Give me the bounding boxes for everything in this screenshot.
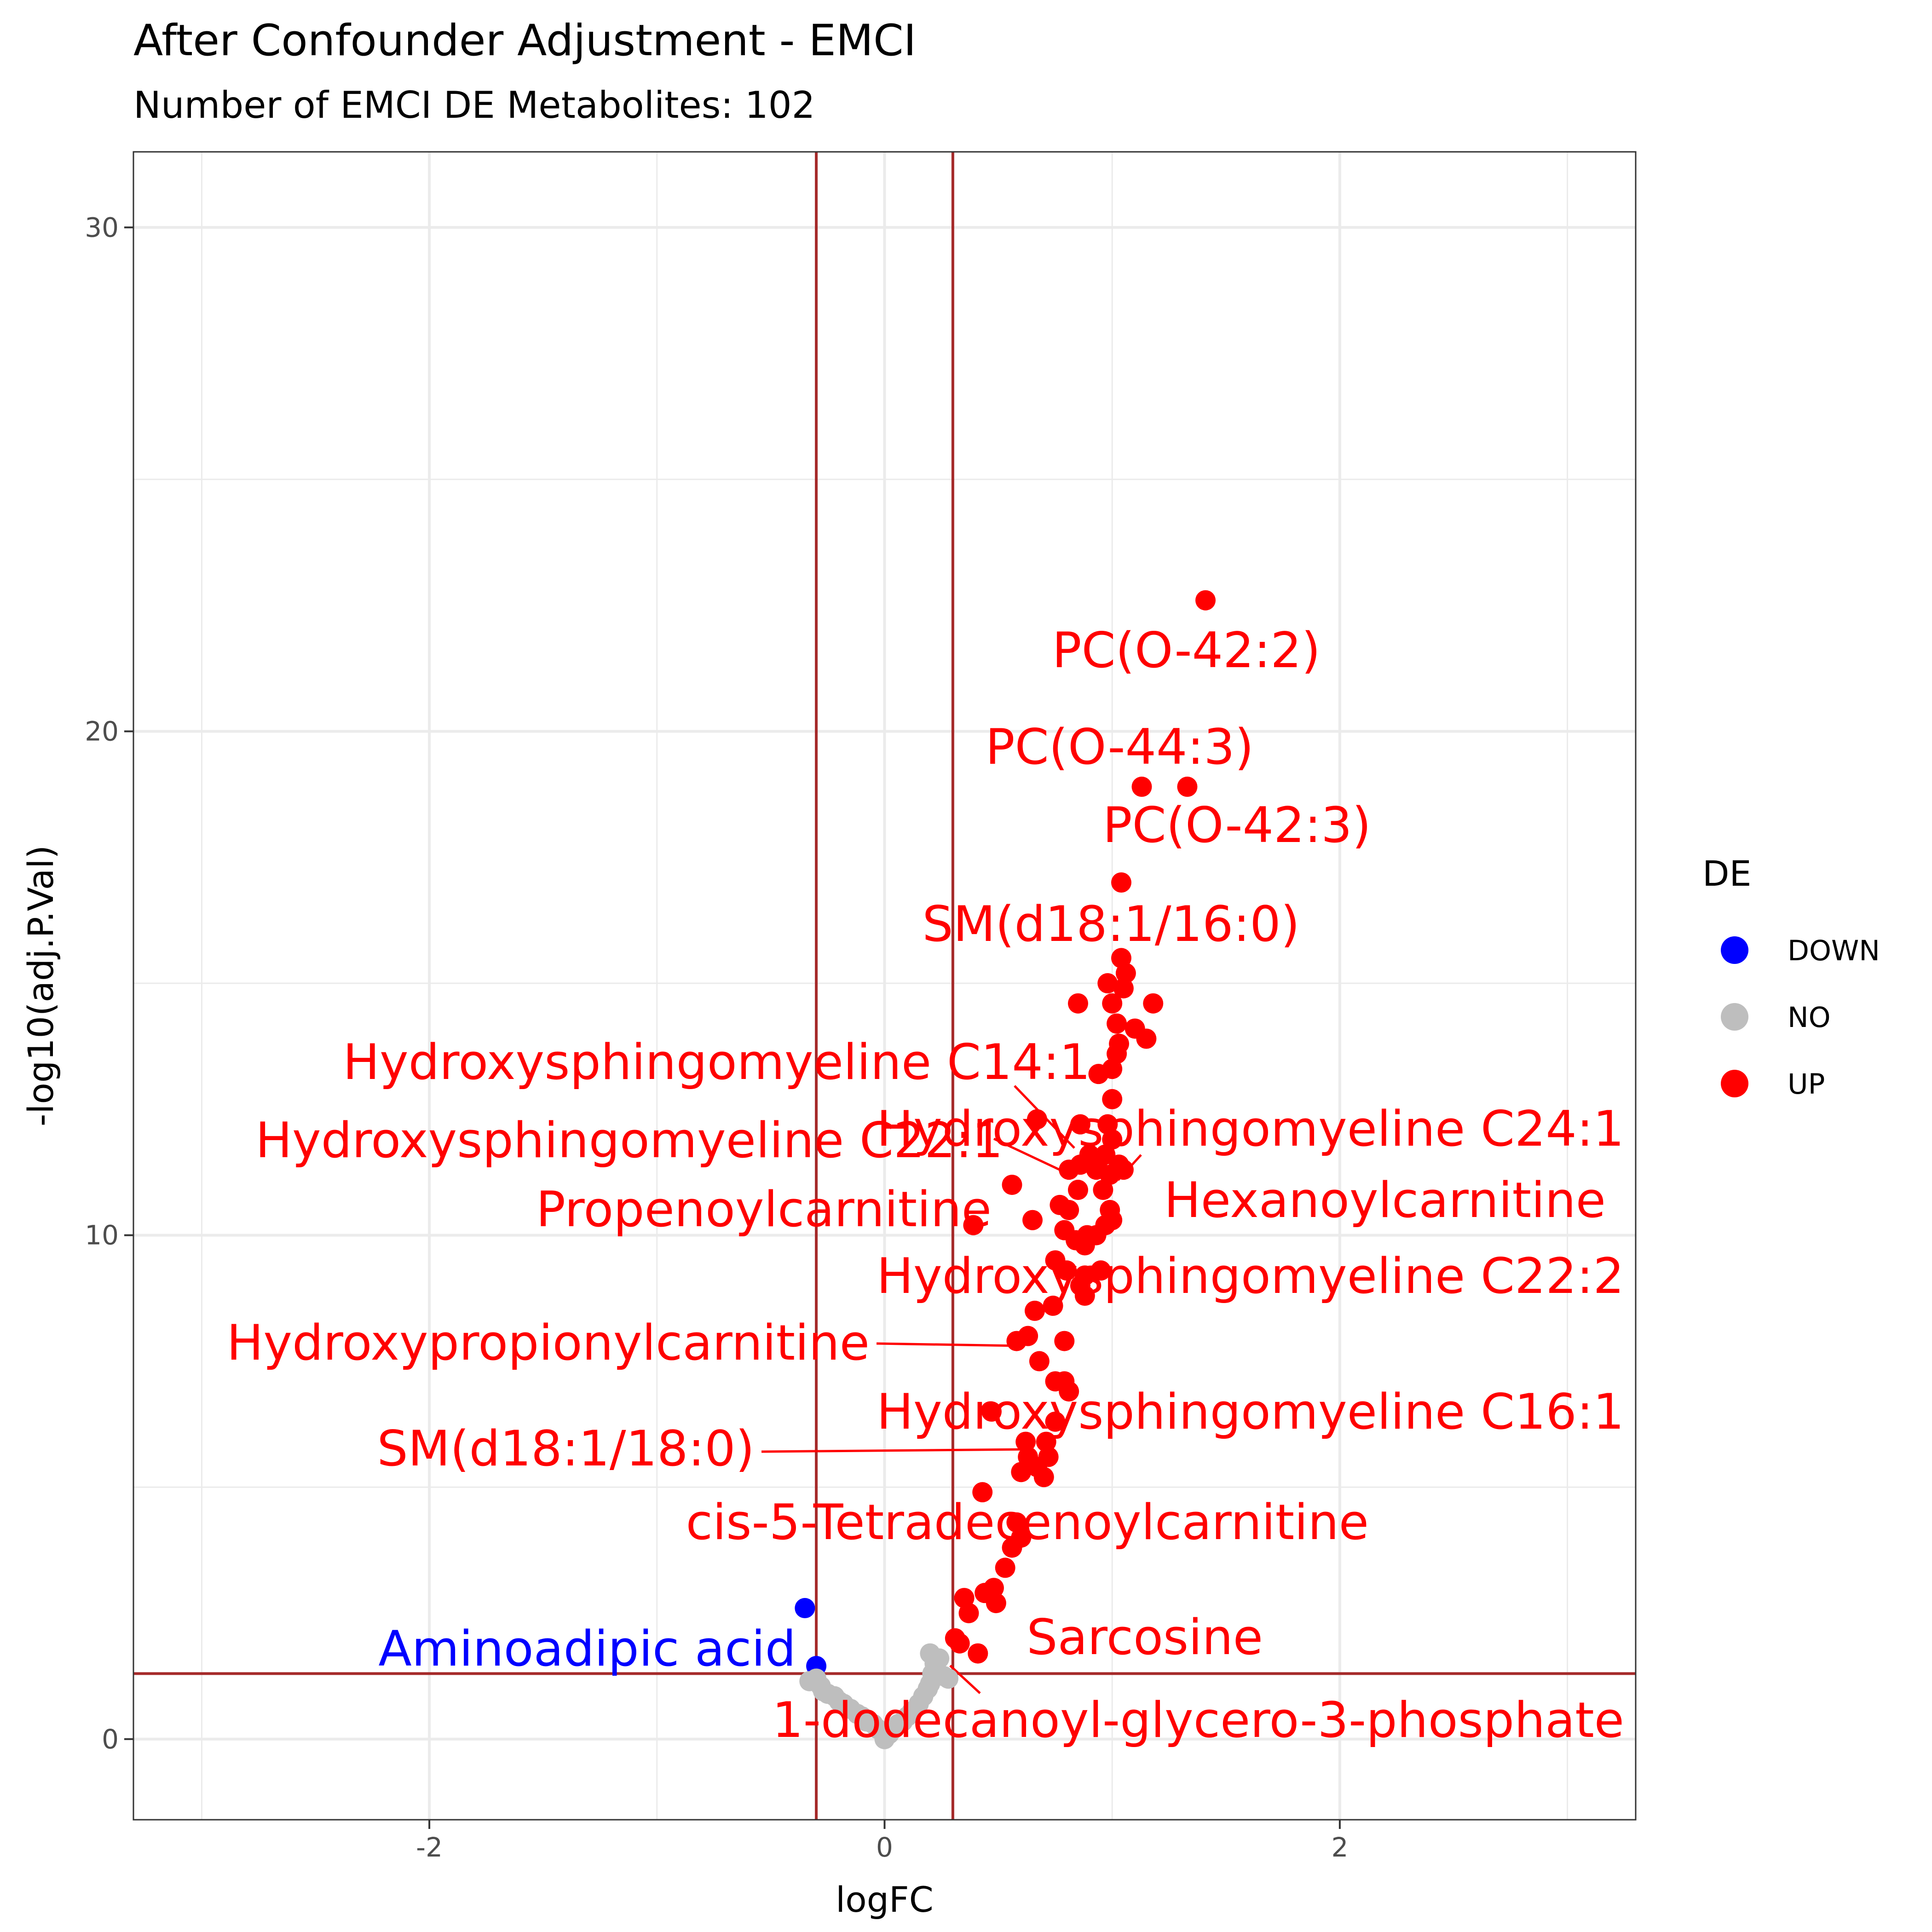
point-up: [981, 1401, 1002, 1422]
point-label: 1-dodecanoyl-glycero-3-phosphate: [772, 1692, 1624, 1748]
point-label: Hydroxysphingomyeline C16:1: [877, 1384, 1624, 1440]
threshold-lines: [133, 152, 1636, 1820]
y-tick-label: 20: [85, 715, 119, 747]
point-up: [1059, 1381, 1079, 1402]
point-up: [1045, 1411, 1066, 1432]
point-label: Hydroxysphingomyeline C22:2: [877, 1248, 1624, 1304]
point-up: [1056, 1260, 1077, 1281]
point-up: [1015, 1431, 1036, 1452]
label-connector: [876, 1342, 1020, 1347]
point-up: [1143, 993, 1164, 1014]
point-up: [1036, 1431, 1056, 1452]
point-up: [1136, 1028, 1157, 1049]
point-up: [1113, 1159, 1134, 1180]
point-up: [949, 1633, 970, 1654]
point-up: [1033, 1467, 1054, 1488]
point-up: [1011, 1462, 1032, 1482]
point-up: [1195, 590, 1216, 611]
point-up: [1102, 1129, 1123, 1150]
point-down: [795, 1598, 815, 1619]
point-up: [1067, 1180, 1088, 1200]
y-axis-title: -log10(adj.P.Val): [20, 845, 61, 1126]
label-connector: [761, 1448, 1029, 1453]
point-up: [1115, 963, 1136, 984]
point-up: [1067, 993, 1088, 1014]
point-up: [995, 1557, 1015, 1578]
point-labels: PC(O-42:2) PC(O-44:3) PC(O-42:3) SM(d18:1/1…: [227, 622, 1624, 1748]
legend-label-down: DOWN: [1788, 934, 1880, 967]
y-tick-label: 10: [85, 1220, 119, 1251]
point-up: [1102, 1210, 1123, 1230]
legend-key-up: [1721, 1070, 1748, 1097]
point-up: [1107, 1013, 1127, 1034]
point-up: [1111, 872, 1131, 893]
point-label: Hydroxypropionylcarnitine: [227, 1315, 870, 1371]
point-up: [1006, 1331, 1027, 1351]
point-up: [1074, 1235, 1095, 1256]
point-label: Hydroxysphingomyeline C14:1: [343, 1034, 1090, 1090]
point-up: [1102, 993, 1123, 1014]
point-up: [1093, 1180, 1113, 1200]
point-up: [1043, 1295, 1063, 1316]
grid-major: [133, 152, 1636, 1820]
point-up: [968, 1643, 988, 1664]
point-label: SM(d18:1/16:0): [922, 896, 1300, 952]
x-tick-label: 0: [876, 1832, 893, 1863]
point-up: [1074, 1286, 1095, 1306]
point-up: [958, 1603, 979, 1623]
point-label: Hydroxysphingomyeline C22:1: [255, 1112, 1003, 1169]
point-up: [1027, 1109, 1047, 1130]
legend-key-no: [1721, 1003, 1748, 1031]
point-up: [1022, 1210, 1043, 1230]
point-label: Sarcosine: [1027, 1609, 1263, 1666]
point-up: [1025, 1300, 1045, 1321]
legend-key-down: [1721, 936, 1748, 964]
point-label: Hydroxysphingomyeline C24:1: [877, 1101, 1624, 1157]
point-up: [1088, 1064, 1109, 1084]
point-no: [929, 1648, 950, 1669]
point-label: Hexanoylcarnitine: [1164, 1172, 1606, 1228]
point-up: [972, 1482, 993, 1503]
point-up: [1070, 1114, 1090, 1135]
point-label: SM(d18:1/18:0): [377, 1420, 755, 1477]
point-label: PC(O-42:3): [1103, 797, 1371, 854]
y-tick-label: 0: [102, 1724, 119, 1755]
point-label: cis-5-Tetradecenoylcarnitine: [686, 1494, 1369, 1551]
point-label: PC(O-42:2): [1052, 622, 1321, 679]
point-up: [1002, 1537, 1022, 1558]
point-up: [1113, 978, 1134, 998]
y-tick-label: 30: [85, 212, 119, 243]
point-up: [1054, 1331, 1075, 1351]
legend-label-no: NO: [1788, 1001, 1831, 1034]
point-label: Aminoadipic acid: [378, 1621, 796, 1677]
point-up: [963, 1215, 984, 1235]
x-tick-label: 2: [1331, 1832, 1348, 1863]
point-up: [986, 1593, 1006, 1614]
label-connector: [949, 1665, 981, 1694]
point-up: [1102, 1089, 1123, 1109]
point-no: [938, 1668, 959, 1689]
data-points: [795, 590, 1216, 1749]
legend-label-up: UP: [1788, 1068, 1825, 1101]
point-up: [1097, 973, 1118, 994]
point-up: [1059, 1159, 1079, 1180]
point-up: [1029, 1351, 1050, 1372]
point-up: [1177, 776, 1198, 797]
x-tick-label: -2: [416, 1832, 443, 1863]
legend: DE DOWN NO UP: [1702, 853, 1880, 1101]
point-up: [1002, 1175, 1022, 1195]
point-label: PC(O-44:3): [986, 719, 1254, 775]
legend-title: DE: [1702, 853, 1752, 894]
point-up: [1131, 776, 1152, 797]
x-axis-title: logFC: [836, 1879, 934, 1920]
point-up: [1059, 1200, 1079, 1220]
point-label: Propenoylcarnitine: [536, 1181, 992, 1238]
chart-subtitle: Number of EMCI DE Metabolites: 102: [133, 84, 815, 127]
point-up: [1090, 1260, 1111, 1281]
chart-title: After Confounder Adjustment - EMCI: [133, 16, 916, 66]
